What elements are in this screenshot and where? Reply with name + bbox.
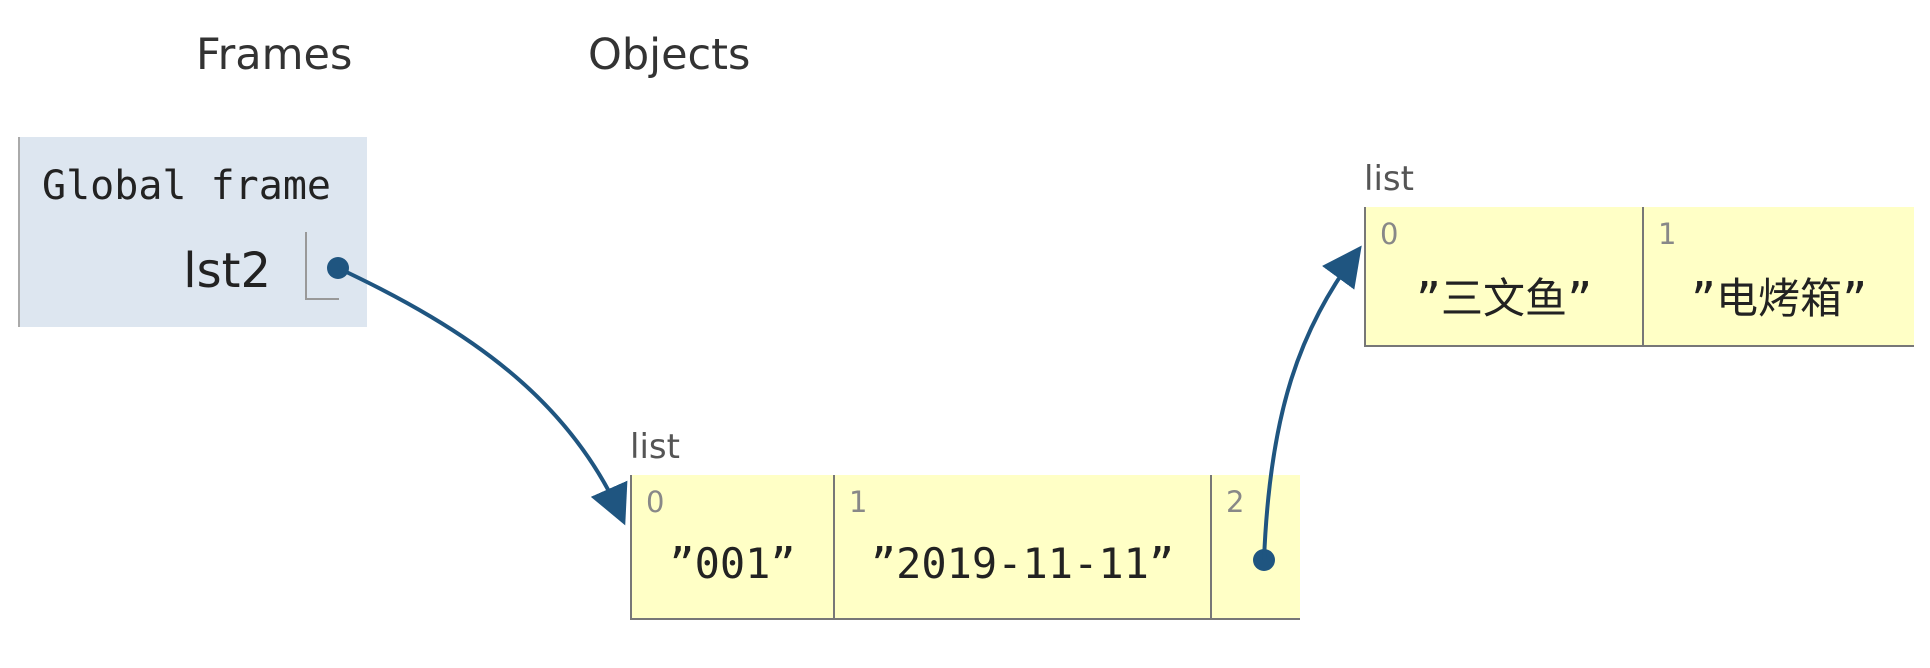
global-frame: Global frame lst2 <box>18 137 367 327</box>
variable-name-lst2: lst2 <box>183 243 271 299</box>
frames-heading: Frames <box>196 30 353 80</box>
list-type-label: list <box>1364 159 1414 199</box>
list-cell-index: 1 <box>849 485 868 519</box>
list-object-outer: 0 ”001” 1 ”2019-11-11” 2 <box>630 475 1300 620</box>
list-cell-value: ”2019-11-11” <box>870 539 1175 588</box>
list-cell: 2 <box>1210 475 1300 620</box>
variable-slot-lst2 <box>305 232 339 300</box>
list-cell-index: 2 <box>1226 485 1245 519</box>
list-cell-index: 1 <box>1658 217 1677 251</box>
pointer-arrow-lst2-to-list <box>337 266 628 526</box>
list-cell: 1 ”电烤箱” <box>1642 207 1914 347</box>
list-cell: 0 ”001” <box>630 475 833 620</box>
list-cell-value: ”电烤箱” <box>1690 274 1868 323</box>
list-object-inner: 0 ”三文鱼” 1 ”电烤箱” <box>1364 207 1914 347</box>
list-cell-index: 0 <box>1380 217 1399 251</box>
list-cell-value: ”001” <box>669 539 796 588</box>
objects-heading: Objects <box>588 30 751 80</box>
list-cell-index: 0 <box>646 485 665 519</box>
list-cell: 0 ”三文鱼” <box>1364 207 1642 347</box>
list-cell: 1 ”2019-11-11” <box>833 475 1210 620</box>
global-frame-title: Global frame <box>42 163 331 209</box>
list-cell-value: ”三文鱼” <box>1415 274 1593 323</box>
list-type-label: list <box>630 427 680 467</box>
